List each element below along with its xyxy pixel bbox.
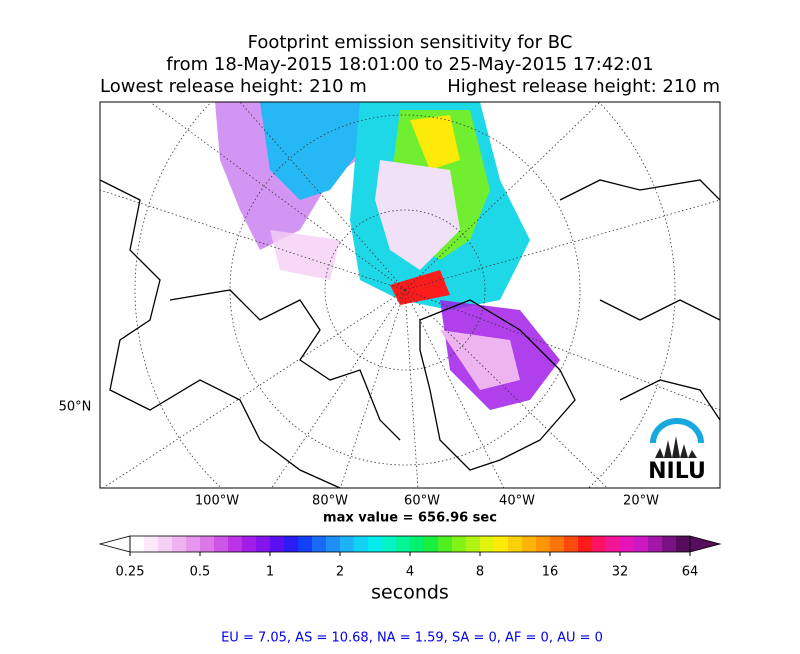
lon-label: 40°W xyxy=(499,494,535,509)
colorbar-segment xyxy=(592,536,607,552)
colorbar-segment xyxy=(256,536,271,552)
lon-label: 100°W xyxy=(195,494,239,509)
colorbar-segment xyxy=(424,536,439,552)
colorbar-segment xyxy=(312,536,327,552)
colorbar-segment xyxy=(452,536,467,552)
colorbar-tick-label: 16 xyxy=(542,565,559,580)
colorbar-segment xyxy=(480,536,495,552)
colorbar-segment xyxy=(242,536,257,552)
colorbar-extend-high xyxy=(689,535,722,553)
subtitle: Highest release height: 210 m xyxy=(447,76,720,97)
title-line: Footprint emission sensitivity for BC xyxy=(248,32,573,53)
colorbar: 0.25 0.5 1 2 4 8 16 32 64 xyxy=(98,535,722,580)
logo-text: NILU xyxy=(648,459,706,484)
colorbar-segment xyxy=(298,536,313,552)
colorbar-segment xyxy=(676,536,691,552)
colorbar-segment xyxy=(648,536,663,552)
lon-label: 60°W xyxy=(404,494,440,509)
colorbar-segment xyxy=(620,536,635,552)
colorbar-tick-label: 0.5 xyxy=(190,565,211,580)
footer: EU = 7.05, AS = 10.68, NA = 1.59, SA = 0… xyxy=(221,631,603,646)
colorbar-segment xyxy=(564,536,579,552)
colorbar-segment xyxy=(158,536,173,552)
lon-label: 80°W xyxy=(312,494,348,509)
colorbar-extend-low xyxy=(98,535,131,553)
colorbar-segment xyxy=(326,536,341,552)
colorbar-segment xyxy=(536,536,551,552)
colorbar-segment xyxy=(662,536,677,552)
colorbar-tick-label: 2 xyxy=(336,565,344,580)
colorbar-segment xyxy=(508,536,523,552)
colorbar-tick-label: 32 xyxy=(612,565,629,580)
title-line: from 18-May-2015 18:01:00 to 25-May-2015… xyxy=(166,54,653,75)
colorbar-segment xyxy=(270,536,285,552)
map-frame xyxy=(99,101,721,489)
logo-skyline xyxy=(655,436,697,458)
colorbar-tick-label: 64 xyxy=(682,565,699,580)
colorbar-segment xyxy=(354,536,369,552)
colorbar-segment xyxy=(438,536,453,552)
colorbar-segment xyxy=(214,536,229,552)
colorbar-segment xyxy=(522,536,537,552)
colorbar-segment xyxy=(368,536,383,552)
colorbar-segment xyxy=(172,536,187,552)
colorbar-segment xyxy=(634,536,649,552)
colorbar-segment xyxy=(130,536,145,552)
colorbar-segment xyxy=(228,536,243,552)
colorbar-segment xyxy=(578,536,593,552)
colorbar-segment xyxy=(494,536,509,552)
colorbar-label: seconds xyxy=(371,582,449,604)
colorbar-tick-label: 1 xyxy=(266,565,274,580)
logo-arc xyxy=(650,418,704,444)
colorbar-segment xyxy=(144,536,159,552)
map xyxy=(100,102,720,488)
colorbar-segment xyxy=(606,536,621,552)
colorbar-segment xyxy=(200,536,215,552)
colorbar-segment xyxy=(382,536,397,552)
colorbar-segment xyxy=(410,536,425,552)
colorbar-tick-label: 4 xyxy=(406,565,414,580)
max-value: max value = 656.96 sec xyxy=(323,511,497,526)
subtitle: Lowest release height: 210 m xyxy=(100,76,367,97)
colorbar-segment xyxy=(186,536,201,552)
lat-label: 50°N xyxy=(59,400,92,415)
colorbar-segment xyxy=(550,536,565,552)
colorbar-tick-label: 8 xyxy=(476,565,484,580)
colorbar-segment xyxy=(284,536,299,552)
colorbar-tick-label: 0.25 xyxy=(116,565,145,580)
lon-label: 20°W xyxy=(623,494,659,509)
colorbar-segment xyxy=(466,536,481,552)
colorbar-segment xyxy=(340,536,355,552)
colorbar-segment xyxy=(396,536,411,552)
